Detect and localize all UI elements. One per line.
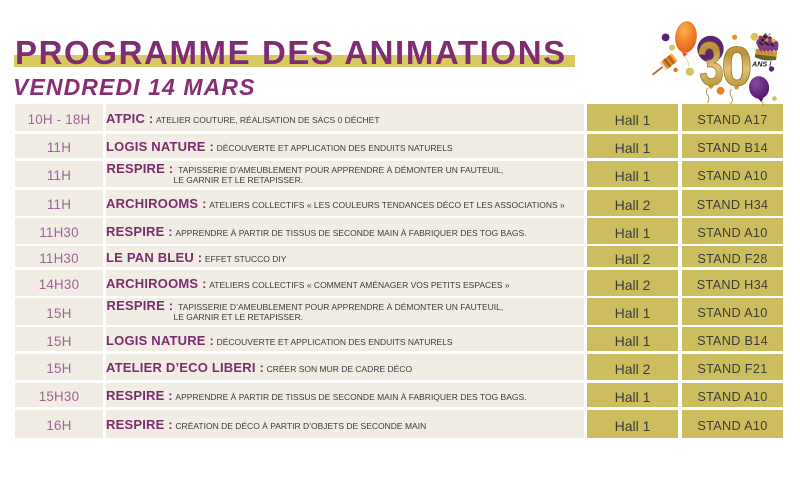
svg-text:0: 0 xyxy=(721,35,752,98)
svg-text:ANS !: ANS ! xyxy=(751,60,772,69)
